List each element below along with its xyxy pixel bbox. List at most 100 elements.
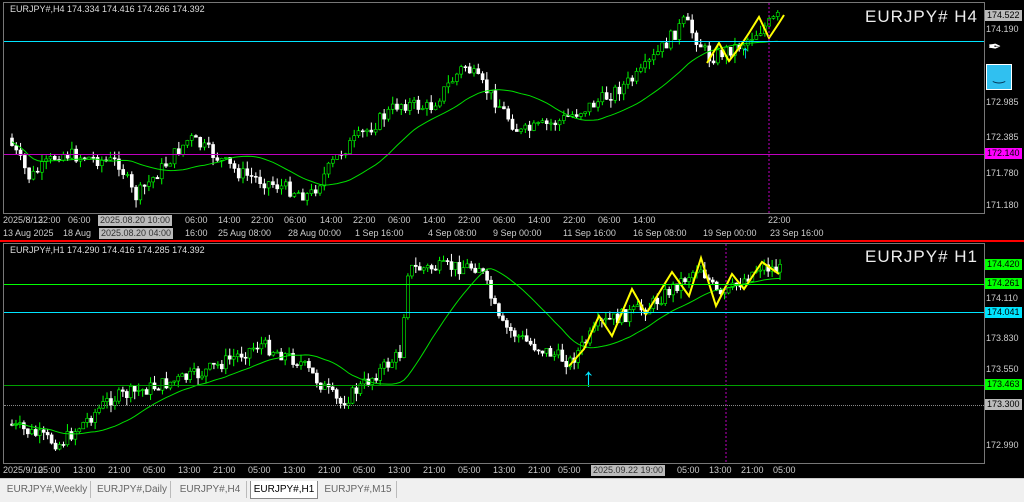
h1-price-axis[interactable]: 174.420 174.261 174.110 174.041 173.830 … (984, 242, 1024, 462)
candle-body (687, 277, 691, 282)
date-label: 1 Sep 16:00 (355, 228, 404, 238)
candle-body (442, 86, 446, 102)
h4-price-axis[interactable]: 174.522 174.190 172.985 172.385 172.140 … (984, 0, 1024, 212)
candle (61, 441, 66, 448)
cyan-line[interactable] (4, 41, 984, 42)
time-label: 14:00 (320, 215, 343, 225)
candle-body (156, 388, 161, 391)
candle (185, 139, 190, 148)
cyan-line[interactable] (4, 312, 984, 313)
candle-body (70, 148, 74, 159)
candle (236, 164, 241, 182)
candle (630, 75, 635, 87)
candle-body (142, 184, 147, 187)
green-line-lower[interactable] (4, 385, 984, 386)
candle (643, 53, 647, 73)
time-label: 14:00 (528, 215, 551, 225)
tab-daily[interactable]: EURJPY#,Daily (94, 481, 171, 498)
candle (326, 161, 331, 178)
candle-body (378, 113, 382, 130)
candle (390, 359, 394, 369)
candle (758, 264, 763, 278)
candle (532, 338, 537, 352)
candle (271, 351, 276, 357)
candle (609, 92, 613, 108)
candle-body (754, 35, 759, 40)
candle (279, 178, 284, 195)
candle-body (40, 161, 44, 173)
candle (710, 277, 715, 285)
gray-dotted-line[interactable] (4, 405, 984, 406)
green-price-tag-upper: 174.261 (985, 278, 1022, 289)
candle-body (74, 148, 78, 162)
h1-symbol-label: EURJPY# H1 (865, 247, 978, 266)
h4-chart-area[interactable]: ↑ EURJPY#,H4 174.334 174.416 174.266 174… (3, 2, 985, 214)
candle-body (322, 383, 327, 390)
candle (378, 363, 382, 385)
candle-body (271, 352, 276, 356)
candle (27, 167, 31, 184)
zigzag-drawing[interactable] (706, 14, 785, 64)
candle-body (630, 77, 635, 82)
candle-body (750, 39, 754, 41)
candle (318, 382, 323, 393)
time-label: 22:00 (563, 215, 586, 225)
time-label: 21:00 (423, 465, 446, 475)
tab-h4[interactable]: EURJPY#,H4 (174, 481, 247, 498)
candle (446, 75, 451, 94)
candle (121, 164, 126, 180)
candle (216, 361, 220, 369)
time-label: 05:00 (773, 465, 796, 475)
candle-body (136, 390, 141, 392)
h1-chart-panel[interactable]: ↑ EURJPY#,H1 174.290 174.416 174.285 174… (0, 240, 1024, 489)
tab-m15[interactable]: EURJPY#,M15 (320, 481, 397, 498)
candle-body (129, 174, 134, 188)
tab-h1[interactable]: EURJPY#,H1 (250, 481, 318, 499)
candle-body (125, 391, 129, 398)
candle (129, 171, 134, 193)
candle (125, 389, 129, 406)
date-label: 18 Aug (63, 228, 92, 238)
candle-body (455, 73, 459, 82)
h4-chart-panel[interactable]: ↑ EURJPY#,H4 174.334 174.416 174.266 174… (0, 0, 1024, 240)
candle (331, 156, 335, 168)
green-line-upper[interactable] (4, 284, 984, 285)
candle-body (236, 168, 241, 179)
candle-body (710, 279, 715, 283)
candle-body (176, 375, 181, 382)
candle-body (267, 339, 272, 356)
candle (481, 267, 485, 274)
cyan-up-arrow-icon[interactable]: ↑ (582, 362, 595, 392)
magenta-line[interactable] (4, 154, 984, 155)
candle-body (69, 431, 74, 440)
date-label: 11 Sep 16:00 (563, 228, 616, 238)
time-label: 2025.09.22 19:00 (591, 465, 666, 476)
candle (425, 99, 429, 116)
candle-body (382, 361, 386, 369)
candle (681, 14, 686, 28)
time-label: 06:00 (598, 215, 621, 225)
candle (574, 109, 579, 119)
candle (370, 377, 375, 391)
candle (417, 262, 422, 271)
candle-body (686, 16, 690, 21)
candle-body (334, 389, 339, 399)
ask-price-tag: 174.420 (985, 259, 1022, 270)
candle (212, 362, 216, 370)
candle (259, 336, 264, 355)
h1-chart-area[interactable]: ↑ EURJPY#,H1 174.290 174.416 174.285 174… (3, 243, 985, 464)
candle-body (117, 389, 121, 402)
time-label: 05:00 (458, 465, 481, 475)
tab-weekly[interactable]: EURJPY#,Weekly (4, 481, 91, 498)
pen-tool-icon[interactable]: ✒ (988, 38, 1006, 60)
gray-price-tag: 173.300 (985, 399, 1022, 410)
candle-body (553, 122, 558, 126)
cyan-up-arrow-icon[interactable]: ↑ (741, 42, 750, 62)
candle (322, 166, 327, 191)
candle (465, 258, 470, 269)
time-label: 05:00 (248, 465, 271, 475)
candle (683, 276, 687, 285)
candle (288, 176, 292, 198)
candle (386, 106, 391, 122)
smile-indicator-icon[interactable]: ‿ (986, 64, 1012, 90)
